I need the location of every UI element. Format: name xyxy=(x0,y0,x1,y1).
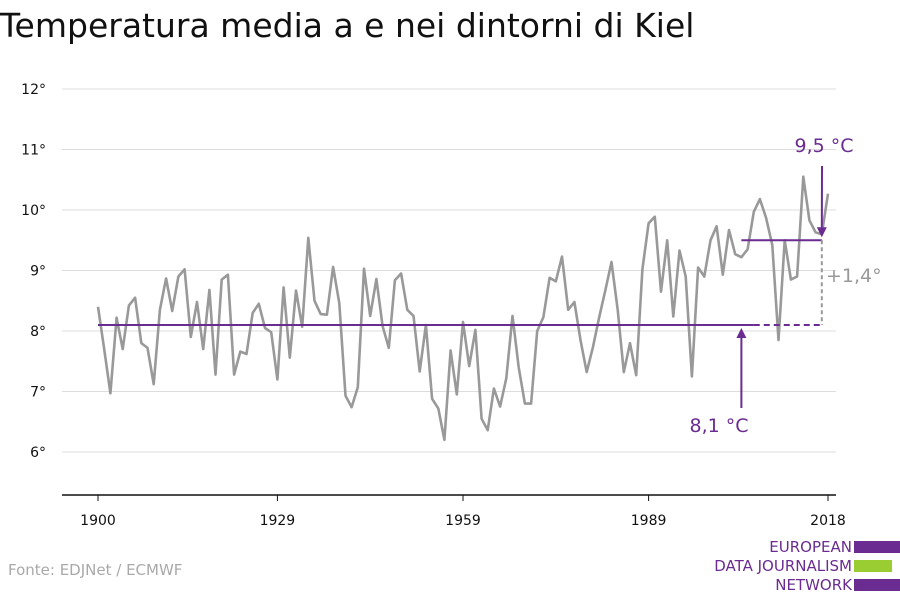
logo-line-2: DATA JOURNALISM xyxy=(714,557,852,575)
x-tick-label-2: 1959 xyxy=(445,513,481,529)
logo-line-3: NETWORK xyxy=(775,576,852,594)
y-tick-label-3: 9° xyxy=(30,264,46,280)
y-tick-label-0: 6° xyxy=(30,445,46,461)
y-axis-ticks: 6° 7° 8° 9° 10° 11° 12° xyxy=(21,82,46,461)
x-tick-label-0: 1900 xyxy=(80,513,116,529)
source-text: Fonte: EDJNet / ECMWF xyxy=(8,561,183,579)
x-axis: 1900 1929 1959 1989 2018 xyxy=(62,494,846,529)
y-tick-label-1: 7° xyxy=(30,385,46,401)
recent-arrow-head xyxy=(816,227,827,238)
logo-bar-green xyxy=(854,560,892,572)
edjnet-logo: EUROPEAN DATA JOURNALISM NETWORK xyxy=(700,538,900,596)
x-tick-label-3: 1989 xyxy=(631,513,667,529)
baseline-label: 8,1 °C xyxy=(689,415,748,437)
annotations: 8,1 °C 9,5 °C +1,4° xyxy=(98,135,882,437)
x-tick-label-1: 1929 xyxy=(260,513,296,529)
series-group xyxy=(96,175,830,442)
y-tick-label-5: 11° xyxy=(21,143,46,159)
x-tick-label-4: 2018 xyxy=(810,513,846,529)
y-tick-label-2: 8° xyxy=(30,324,46,340)
difference-label: +1,4° xyxy=(826,265,882,287)
baseline-arrow-head xyxy=(736,327,747,338)
y-tick-label-4: 10° xyxy=(21,203,46,219)
series-line-0 xyxy=(96,175,830,442)
grid-lines xyxy=(62,88,836,453)
logo-line-1: EUROPEAN xyxy=(769,538,852,556)
logo-bar-purple-bottom xyxy=(854,579,900,591)
logo-bar-purple-top xyxy=(854,541,900,553)
recent-label: 9,5 °C xyxy=(794,135,853,157)
y-tick-label-6: 12° xyxy=(21,82,46,98)
chart-title: Temperatura media a e nei dintorni di Ki… xyxy=(0,6,695,45)
